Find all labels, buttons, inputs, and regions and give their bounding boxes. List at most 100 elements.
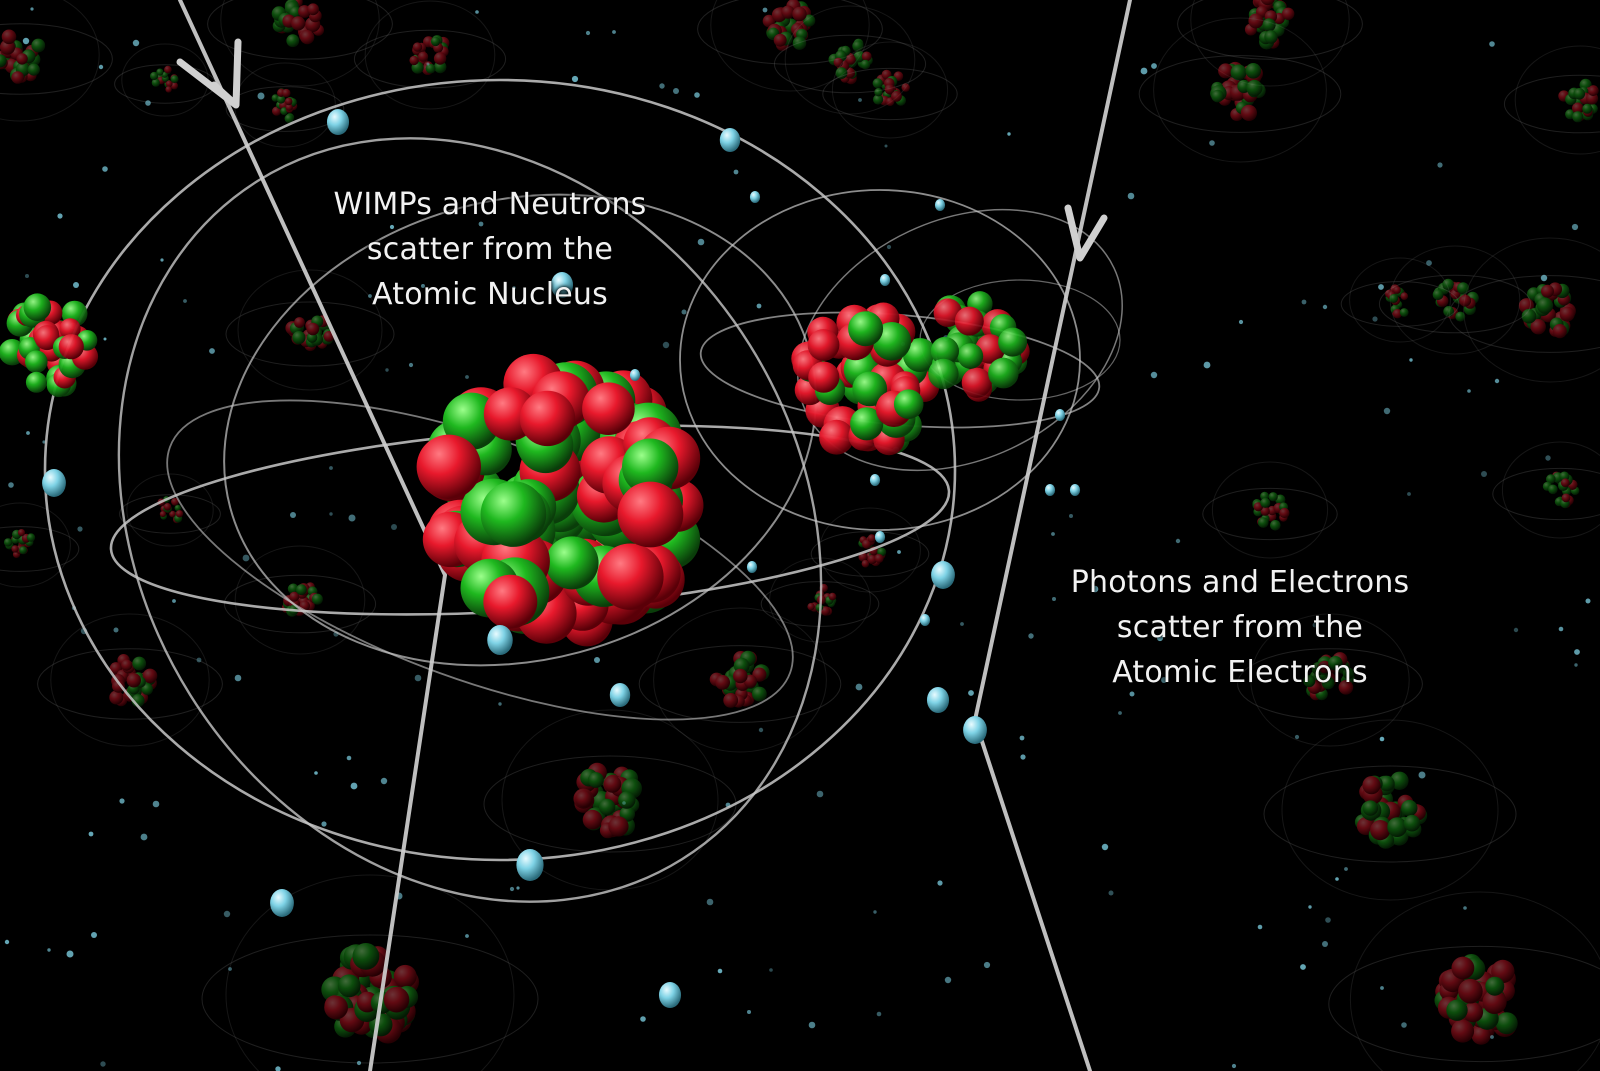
- background-orbit: [773, 34, 927, 94]
- proton: [284, 97, 293, 106]
- background-electron: [944, 976, 952, 984]
- background-orbit: [126, 473, 214, 547]
- proton: [603, 775, 622, 793]
- nucleus-caption-line-1: WIMPs and Neutrons: [333, 187, 647, 222]
- electron: [629, 369, 641, 381]
- background-orbit: [697, 0, 883, 65]
- background-electron: [475, 10, 479, 14]
- background-electron: [1335, 877, 1339, 881]
- neutron: [3, 538, 13, 547]
- neutron: [852, 371, 888, 407]
- neutron: [1387, 817, 1408, 837]
- background-nucleus: [1434, 954, 1518, 1045]
- background-nucleus: [1210, 61, 1266, 121]
- proton: [383, 986, 410, 1013]
- background-electron: [1308, 905, 1312, 909]
- proton: [715, 675, 730, 690]
- background-electron: [1574, 649, 1580, 655]
- neutron: [292, 331, 306, 345]
- neutron: [1572, 111, 1584, 123]
- electron: [874, 531, 886, 543]
- background-electron: [717, 968, 723, 974]
- background-electron: [389, 224, 395, 230]
- background-electron: [26, 431, 30, 435]
- proton: [961, 367, 992, 398]
- neutron: [1521, 308, 1537, 324]
- background-electron: [612, 30, 616, 34]
- background-orbit: [810, 531, 930, 577]
- background-orbit: [0, 502, 71, 588]
- background-electron: [673, 88, 679, 94]
- proton: [142, 668, 158, 684]
- background-electron: [1571, 223, 1579, 231]
- neutron: [1268, 492, 1278, 502]
- background-electron: [571, 75, 579, 83]
- background-electron: [1401, 1022, 1407, 1028]
- background-electron: [1378, 284, 1384, 290]
- neutron: [1270, 520, 1281, 531]
- neutron: [1573, 88, 1586, 100]
- background-electron: [640, 1016, 646, 1022]
- background-nucleus: [872, 69, 910, 106]
- neutron: [893, 389, 924, 420]
- background-electron: [1091, 585, 1099, 593]
- proton: [1, 29, 17, 45]
- background-electron: [329, 466, 333, 470]
- proton: [17, 529, 26, 537]
- background-electron: [98, 64, 104, 70]
- proton: [1218, 63, 1234, 79]
- background-electron: [478, 221, 484, 227]
- background-electron: [348, 514, 356, 522]
- electron: [963, 716, 987, 744]
- electron: [658, 982, 682, 1008]
- neutron: [425, 63, 436, 74]
- nucleus-scatter-caption: WIMPs and Neutrons scatter from the Atom…: [300, 182, 680, 317]
- background-nucleus: [1558, 78, 1599, 123]
- neutron: [850, 407, 884, 441]
- background-electron: [983, 961, 991, 969]
- background-nucleus: [1244, 0, 1295, 50]
- electron: [609, 683, 631, 707]
- second-nucleus-b: [928, 291, 1030, 402]
- proton: [324, 995, 348, 1020]
- proton: [16, 53, 28, 65]
- background-electron: [622, 801, 626, 805]
- neutron: [430, 36, 441, 47]
- background-nucleus: [271, 88, 298, 124]
- electron: [919, 614, 931, 626]
- background-electron: [694, 92, 700, 98]
- neutron: [872, 78, 883, 89]
- background-electron: [183, 299, 187, 303]
- neutron: [480, 481, 547, 547]
- neutron: [1401, 799, 1418, 817]
- neutron: [1264, 30, 1278, 44]
- background-nucleus: [3, 529, 36, 559]
- proton: [792, 6, 807, 22]
- electrons: [42, 109, 1081, 1008]
- background-electron: [391, 524, 397, 530]
- background-electron: [1467, 389, 1471, 393]
- neutron: [23, 293, 52, 322]
- background-electron: [1426, 260, 1432, 266]
- proton: [175, 510, 184, 518]
- background-orbit: [50, 613, 210, 747]
- background-electron: [1379, 736, 1385, 742]
- background-electron: [855, 683, 863, 691]
- background-orbit: [1153, 17, 1327, 163]
- background-electron: [25, 274, 29, 278]
- neutron: [988, 357, 1019, 389]
- proton: [867, 534, 876, 543]
- neutron: [156, 68, 164, 76]
- proton: [1572, 102, 1584, 114]
- background-orbit: [1503, 74, 1600, 134]
- background-electron: [897, 550, 901, 554]
- proton: [1588, 86, 1599, 97]
- neutron: [1260, 497, 1271, 508]
- background-electron: [1490, 1035, 1494, 1039]
- proton: [11, 545, 19, 553]
- electron: [270, 889, 294, 917]
- background-nucleus: [271, 0, 324, 48]
- proton: [289, 591, 300, 602]
- proton: [58, 334, 84, 360]
- proton: [165, 80, 173, 88]
